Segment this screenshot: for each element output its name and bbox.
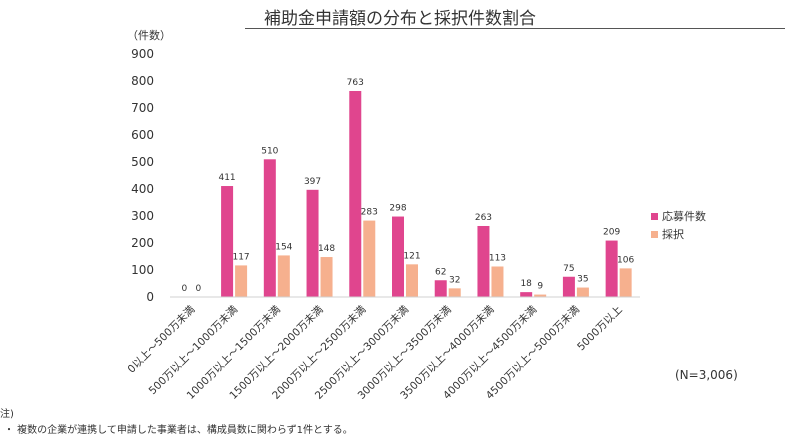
bar-adopted xyxy=(534,294,547,297)
bar-applications xyxy=(520,292,533,297)
bar-applications xyxy=(263,159,276,297)
y-tick-label: 500 xyxy=(131,155,154,169)
bar-value-label-applications: 0 xyxy=(181,284,187,294)
x-axis-ticks: 0以上～500万未満500万以上～1000万未満1000万以上～1500万未満1… xyxy=(126,303,625,400)
bar-adopted xyxy=(448,288,461,297)
legend-swatch-adopted xyxy=(651,231,658,238)
y-axis-ticks: 0 100 200 300 400 500 600 700 800 900 xyxy=(131,47,154,304)
y-axis-unit-label: （件数） xyxy=(127,29,171,42)
bar-value-label-applications: 18 xyxy=(520,279,532,289)
y-tick-label: 900 xyxy=(131,47,154,61)
bar-value-label-adopted: 35 xyxy=(577,275,588,285)
y-tick-label: 300 xyxy=(131,209,154,223)
x-tick-label: 5000万以上 xyxy=(575,304,625,354)
bar-applications xyxy=(306,189,319,297)
y-tick-label: 400 xyxy=(131,182,154,196)
bar-value-label-adopted: 121 xyxy=(403,251,420,261)
y-tick-label: 0 xyxy=(146,290,154,304)
legend-label-adopted: 採択 xyxy=(662,227,684,241)
bar-value-label-adopted: 9 xyxy=(537,282,543,292)
y-tick-label: 800 xyxy=(131,74,154,88)
bar-applications xyxy=(605,240,618,297)
chart-title: 補助金申請額の分布と採択件数割合 xyxy=(264,9,536,29)
bar-applications xyxy=(221,186,234,297)
y-tick-label: 600 xyxy=(131,128,154,142)
bar-value-label-adopted: 117 xyxy=(232,252,249,262)
bar-applications xyxy=(477,225,490,297)
bar-value-label-applications: 411 xyxy=(218,173,235,183)
bar-adopted xyxy=(363,220,376,297)
bar-adopted xyxy=(320,257,333,297)
bar-adopted xyxy=(406,264,418,297)
y-tick-label: 100 xyxy=(131,263,154,277)
legend-label-applications: 応募件数 xyxy=(662,209,706,223)
bar-value-label-applications: 209 xyxy=(603,228,620,238)
bar-value-label-adopted: 0 xyxy=(195,284,201,294)
bar-applications xyxy=(434,280,447,297)
bar-adopted xyxy=(235,265,248,297)
bar-value-label-adopted: 154 xyxy=(275,242,292,252)
bar-adopted xyxy=(619,268,632,297)
y-tick-label: 200 xyxy=(131,236,154,250)
note-line: ・ 複数の企業が連携して申請した事業者は、構成員数に関わらず1件とする。 xyxy=(4,425,353,436)
bar-value-label-applications: 62 xyxy=(435,267,446,277)
bar-adopted xyxy=(491,266,504,297)
bar-value-label-applications: 397 xyxy=(304,177,321,187)
bar-value-label-adopted: 32 xyxy=(449,275,460,285)
bar-value-label-applications: 763 xyxy=(347,78,364,88)
bar-applications xyxy=(349,90,362,298)
bar-adopted xyxy=(576,287,589,297)
bar-applications xyxy=(392,216,404,297)
legend-swatch-applications xyxy=(651,213,658,220)
title-underline xyxy=(245,28,785,29)
note-heading: 注) xyxy=(0,409,14,420)
bar-value-label-adopted: 148 xyxy=(318,244,335,254)
bar-applications xyxy=(562,276,575,297)
sample-size-label: (N=3,006) xyxy=(675,368,738,382)
bar-value-label-applications: 263 xyxy=(475,213,492,223)
bar-value-label-applications: 298 xyxy=(389,204,406,214)
y-tick-label: 700 xyxy=(131,101,154,115)
bar-value-label-applications: 75 xyxy=(563,264,574,274)
bar-value-label-adopted: 113 xyxy=(489,253,506,263)
bar-value-label-adopted: 106 xyxy=(617,255,634,265)
bar-value-label-applications: 510 xyxy=(261,146,278,156)
bar-adopted xyxy=(277,255,290,297)
bar-value-label-adopted: 283 xyxy=(361,208,378,218)
